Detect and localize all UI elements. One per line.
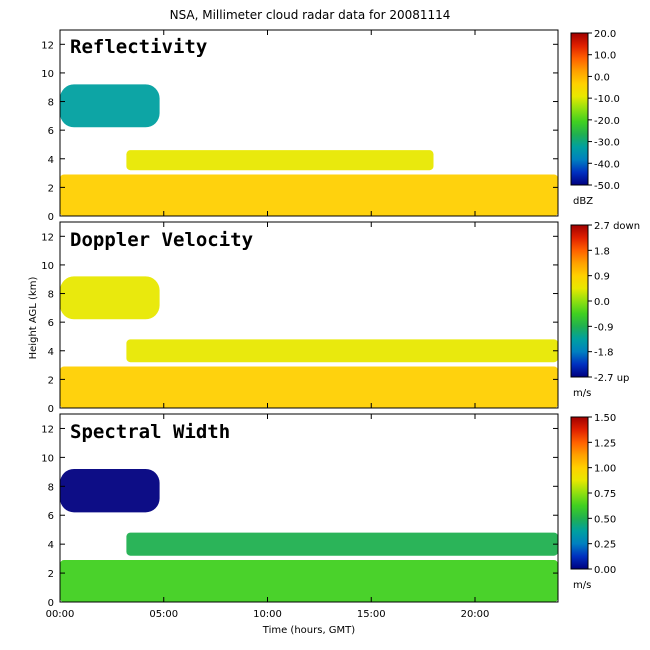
- cloud-layer: [126, 532, 559, 556]
- y-tick-label: 0: [48, 404, 54, 415]
- y-tick-label: 2: [48, 375, 54, 386]
- panel-doppler-velocity-colorbar: 2.7 down 1.8 0.9 0.0 -0.9 -1.8 -2.7 up m/s: [570, 221, 640, 399]
- y-tick-label: 0: [48, 212, 54, 223]
- colorbar-tick-label: 1.8: [594, 246, 610, 257]
- cloud-layer: [126, 339, 559, 363]
- panel-spectral-width-colorbar: 1.50 1.25 1.00 0.75 0.50 0.25 0.00 m/s: [570, 413, 616, 591]
- cloud-layer: [60, 560, 558, 602]
- y-tick-label: 6: [48, 126, 54, 137]
- colorbar-tick-label: 0.75: [594, 489, 616, 500]
- panel-spectral-width-border: [59, 413, 559, 603]
- y-tick-label: 12: [41, 40, 54, 51]
- colorbar-spectral-width-unit: m/s: [573, 580, 591, 591]
- cloud-layer: [60, 84, 160, 128]
- panel-doppler-velocity-title: Doppler Velocity: [70, 229, 253, 251]
- colorbar-tick-label: 1.50: [594, 413, 616, 424]
- panel-reflectivity-colorbar: 20.0 10.0 0.0 -10.0 -20.0 -30.0 -40.0 -50.0 dBZ: [570, 29, 620, 207]
- x-tick-label: 10:00: [253, 609, 282, 620]
- cloud-layer: [60, 276, 160, 320]
- panel-reflectivity-title: Reflectivity: [70, 36, 207, 58]
- cloud-layer: [60, 174, 558, 216]
- y-axis-label: Height AGL (km): [28, 277, 39, 360]
- panel-reflectivity-y-axis: 0 2 4 6 8 10 12: [41, 30, 558, 223]
- colorbar-tick-label: 0.00: [594, 565, 616, 576]
- colorbar-doppler-velocity: [570, 224, 589, 378]
- colorbar-reflectivity-unit: dBZ: [573, 196, 593, 207]
- y-tick-label: 10: [41, 69, 54, 80]
- y-tick-label: 8: [48, 482, 54, 493]
- y-tick-label: 4: [48, 540, 54, 551]
- y-tick-label: 4: [48, 347, 54, 358]
- colorbar-tick-label: 20.0: [594, 29, 616, 40]
- cloud-layer: [60, 366, 558, 408]
- panel-doppler-velocity-border: [59, 221, 559, 409]
- colorbar-tick-label: 0.25: [594, 540, 616, 551]
- colorbar-tick-label: -0.9: [594, 322, 614, 333]
- colorbar-tick-label: 0.0: [594, 297, 610, 308]
- panel-spectral-width-title: Spectral Width: [70, 421, 230, 443]
- y-tick-label: 2: [48, 569, 54, 580]
- y-tick-label: 2: [48, 183, 54, 194]
- cloud-layer: [60, 468, 160, 513]
- colorbar-tick-label: -1.8: [594, 348, 614, 359]
- y-tick-label: 10: [41, 261, 54, 272]
- panel-spectral-width-x-axis: 00:00 05:00 10:00 15:00 20:00: [46, 414, 490, 620]
- y-tick-label: 12: [41, 424, 54, 435]
- x-tick-label: 15:00: [357, 609, 386, 620]
- colorbar-tick-label: 10.0: [594, 51, 616, 62]
- colorbar-tick-label: -30.0: [594, 138, 620, 149]
- colorbar-tick-label: -20.0: [594, 116, 620, 127]
- colorbar-tick-label: 1.00: [594, 464, 616, 475]
- colorbar-reflectivity-ticks: 20.0 10.0 0.0 -10.0 -20.0 -30.0 -40.0 -50.0: [588, 29, 620, 192]
- panel-doppler-velocity-cloud-layers: [60, 276, 559, 408]
- colorbar-tick-label: 0.0: [594, 72, 610, 83]
- colorbar-tick-label: 1.25: [594, 438, 616, 449]
- x-tick-label: 20:00: [461, 609, 490, 620]
- panel-doppler-velocity-y-axis: 0 2 4 6 8 10 12: [41, 222, 558, 415]
- colorbar-tick-label: -10.0: [594, 94, 620, 105]
- figure-title: NSA, Millimeter cloud radar data for 200…: [170, 8, 451, 22]
- y-tick-label: 10: [41, 453, 54, 464]
- x-tick-label: 05:00: [149, 609, 178, 620]
- colorbar-tick-label: -2.7 up: [594, 373, 629, 384]
- colorbar-tick-label: -40.0: [594, 159, 620, 170]
- panel-reflectivity: Reflectivity 0 2 4 6 8 10 12 20.0 10.0 0.0 -10.0 -…: [41, 29, 620, 223]
- colorbar-tick-label: 2.7 down: [594, 221, 640, 232]
- colorbar-reflectivity: [570, 32, 589, 186]
- colorbar-doppler-velocity-unit: m/s: [573, 388, 591, 399]
- panel-reflectivity-cloud-layers: [60, 84, 558, 216]
- colorbar-tick-label: 0.50: [594, 514, 616, 525]
- y-tick-label: 8: [48, 290, 54, 301]
- panel-spectral-width: Spectral Width 0 2 4 6 8 10 12 00:00 05:00 10:00…: [41, 413, 616, 620]
- y-tick-label: 6: [48, 318, 54, 329]
- colorbar-spectral-width-ticks: 1.50 1.25 1.00 0.75 0.50 0.25 0.00: [588, 413, 616, 576]
- panel-reflectivity-border: [59, 29, 559, 217]
- y-tick-label: 6: [48, 511, 54, 522]
- y-tick-label: 4: [48, 155, 54, 166]
- colorbar-tick-label: -50.0: [594, 181, 620, 192]
- panel-spectral-width-y-axis: 0 2 4 6 8 10 12: [41, 424, 558, 609]
- x-tick-label: 00:00: [46, 609, 75, 620]
- y-tick-label: 0: [48, 598, 54, 609]
- panel-spectral-width-cloud-layers: [60, 468, 559, 602]
- colorbar-spectral-width: [570, 416, 589, 570]
- cloud-layer: [126, 150, 434, 171]
- colorbar-doppler-velocity-ticks: 2.7 down 1.8 0.9 0.0 -0.9 -1.8 -2.7 up: [588, 221, 640, 384]
- x-axis-label: Time (hours, GMT): [262, 625, 356, 636]
- colorbar-tick-label: 0.9: [594, 272, 610, 283]
- y-tick-label: 12: [41, 232, 54, 243]
- y-tick-label: 8: [48, 98, 54, 109]
- panel-doppler-velocity: Doppler Velocity 0 2 4 6 8 10 12 2.7 down 1.8 0.…: [41, 221, 640, 415]
